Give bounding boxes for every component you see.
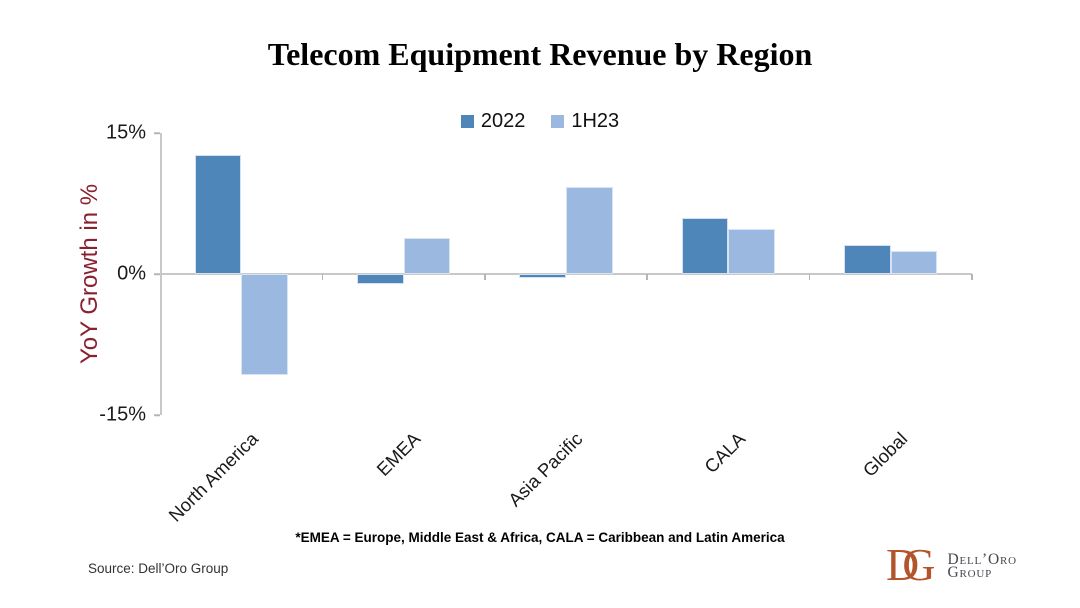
bar-1h23-global xyxy=(890,250,938,274)
plot-area: 15% 0% -15% North America EMEA Asia Pacific CA… xyxy=(99,122,973,526)
delloro-logo-text: Dell’Oro Group xyxy=(947,551,1017,581)
y-tick xyxy=(154,132,160,134)
delloro-logo: DG Dell’Oro Group xyxy=(886,542,1017,588)
x-tick xyxy=(971,274,973,280)
x-category-label-north-america: North America xyxy=(164,428,263,526)
bar-1h23-asia-pacific xyxy=(566,186,613,274)
logo-name-line2: Group xyxy=(947,564,993,581)
legend-label-2022: 2022 xyxy=(480,110,526,132)
y-tick-label: -15% xyxy=(99,403,146,426)
bar-1h23-emea xyxy=(403,238,451,274)
bar-2022-asia-pacific xyxy=(519,274,566,278)
x-category-label-asia-pacific: Asia Pacific xyxy=(504,428,587,511)
bar-1h23-cala xyxy=(728,228,776,274)
chart-title: Telecom Equipment Revenue by Region xyxy=(267,36,813,72)
legend-swatch-2022 xyxy=(460,115,474,128)
monogram-letter-g: G xyxy=(902,539,936,590)
bar-2022-global xyxy=(844,244,891,274)
y-tick-label: 15% xyxy=(105,121,146,144)
x-tick xyxy=(646,274,648,280)
x-axis-zero-line xyxy=(160,273,972,275)
bar-1h23-north-america xyxy=(241,274,288,375)
legend-item-2022: 2022 xyxy=(460,110,526,133)
bar-2022-north-america xyxy=(194,154,242,274)
y-tick-label: 0% xyxy=(117,262,146,285)
delloro-monogram-icon: DG xyxy=(886,542,935,588)
source-note: Source: Dell’Oro Group xyxy=(88,561,229,576)
y-tick xyxy=(154,414,160,416)
x-tick xyxy=(808,274,811,280)
chart-legend: 2022 1H23 xyxy=(0,110,1080,133)
footnote: *EMEA = Europe, Middle East & Africa, CA… xyxy=(295,530,785,545)
logo-name-line1: Dell’Oro xyxy=(947,551,1017,568)
legend-swatch-1h23 xyxy=(551,115,565,128)
y-axis-title: YoY Growth in % xyxy=(76,183,103,365)
x-tick xyxy=(321,274,324,280)
legend-item-1h23: 1H23 xyxy=(551,110,619,133)
monogram-letter-d: D xyxy=(886,539,920,590)
x-tick xyxy=(484,274,486,280)
y-tick xyxy=(154,273,160,275)
x-category-label-cala: CALA xyxy=(700,428,750,478)
x-category-label-emea: EMEA xyxy=(372,428,425,480)
bar-2022-emea xyxy=(356,274,404,285)
legend-label-1h23: 1H23 xyxy=(571,110,620,132)
x-category-label-global: Global xyxy=(858,428,912,481)
bar-2022-cala xyxy=(681,217,729,274)
